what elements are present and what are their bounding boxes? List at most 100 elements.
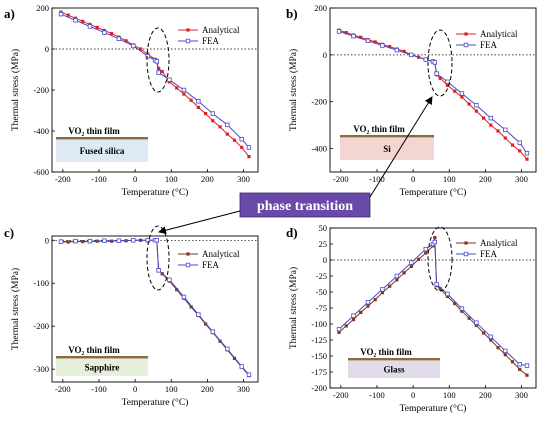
panel-letter: d) (286, 225, 298, 240)
y-tick-label: -25 (316, 271, 327, 281)
analytical-point (525, 373, 529, 377)
analytical-point (373, 40, 377, 44)
fea-point (210, 329, 216, 334)
panel-letter: a) (4, 6, 15, 21)
fea-point (423, 57, 428, 62)
legend-fea-marker (463, 251, 469, 257)
fea-point (351, 313, 356, 318)
fea-point (196, 312, 201, 317)
x-tick-label: 200 (201, 384, 214, 394)
y-tick-label: 200 (314, 3, 327, 13)
analytical-point (388, 284, 392, 288)
y-tick-label: -125 (311, 335, 327, 345)
analytical-point (409, 264, 413, 268)
x-tick-label: 300 (237, 174, 250, 184)
plot-frame (51, 235, 259, 383)
analytical-point (110, 32, 114, 36)
legend-analytical-marker (186, 28, 190, 32)
x-tick-label: -100 (369, 174, 385, 184)
analytical-point (438, 287, 442, 291)
analytical-point (453, 89, 457, 93)
analytical-point (66, 13, 70, 17)
legend-analytical-label: Analytical (202, 249, 240, 259)
fea-point (459, 91, 465, 96)
analytical-point (474, 323, 478, 327)
analytical-point (189, 305, 193, 309)
fea-point (336, 29, 342, 34)
fea-point (351, 33, 356, 39)
fea-point (87, 24, 93, 29)
fea-point (365, 38, 371, 43)
film-layer (56, 356, 148, 359)
panel-3: c) -200 -100 0 100 200 300 -300 -200 -100 0 Tempera… (4, 225, 259, 408)
analytical-point (518, 149, 522, 153)
film-layer (340, 135, 434, 138)
fea-point (488, 334, 494, 339)
x-tick-label: 0 (133, 384, 137, 394)
analytical-point (467, 316, 471, 320)
x-tick-label: 300 (515, 390, 528, 400)
x-axis-label: Temperature (°C) (122, 397, 189, 408)
analytical-point (445, 83, 450, 87)
legend-fea-marker (185, 38, 191, 44)
substrate-label: Si (383, 144, 391, 154)
analytical-point (225, 132, 229, 136)
analytical-point (240, 145, 244, 149)
y-tick-label: -100 (33, 278, 49, 288)
y-tick-label: -150 (311, 351, 327, 361)
analytical-point (460, 95, 464, 99)
analytical-point (366, 304, 370, 308)
analytical-point (510, 143, 515, 147)
analytical-point (138, 47, 143, 51)
x-tick-label: 300 (237, 384, 250, 394)
fea-point (58, 239, 64, 244)
analytical-point (218, 339, 222, 343)
fea-point (181, 294, 187, 300)
analytical-point (232, 138, 237, 142)
y-tick-label: -300 (33, 364, 49, 374)
fea-point (87, 238, 93, 244)
x-tick-label: 200 (201, 174, 214, 184)
x-tick-label: 200 (479, 174, 492, 184)
x-tick-label: 0 (411, 174, 415, 184)
film-substrate-schematic: VO₂ thin film Sapphire (56, 345, 148, 376)
fea-point (524, 151, 530, 156)
fea-point (73, 238, 78, 244)
x-tick-label: -200 (333, 174, 349, 184)
y-tick-label: 25 (319, 239, 328, 249)
y-tick-label: -400 (33, 126, 49, 136)
analytical-point (518, 367, 522, 372)
fea-point (474, 103, 479, 108)
fea-point (409, 260, 414, 265)
legend-fea-label: FEA (202, 260, 220, 270)
legend-analytical-marker (464, 32, 468, 36)
fea-point (517, 140, 522, 145)
film-label: VO₂ thin film (68, 126, 120, 136)
y-axis-label: Thermal stress (MPa) (10, 49, 21, 131)
analytical-point (203, 322, 208, 326)
y-tick-label: 50 (319, 223, 328, 233)
substrate-label: Glass (383, 365, 405, 375)
film-label: VO₂ thin film (68, 345, 120, 355)
transition-ellipse (146, 27, 170, 93)
x-tick-label: 100 (443, 390, 456, 400)
fea-point (380, 287, 385, 292)
analytical-point (81, 19, 85, 23)
x-axis-label: Temperature (°C) (122, 187, 189, 198)
x-tick-label: 100 (165, 174, 178, 184)
analytical-point (247, 155, 251, 159)
legend-fea-marker (463, 42, 469, 48)
analytical-point (66, 240, 70, 244)
legend-fea-label: FEA (480, 40, 498, 50)
analytical-point (489, 123, 493, 127)
legend-fea-label: FEA (480, 249, 498, 259)
fea-point (131, 43, 136, 49)
fea-point (524, 363, 530, 368)
analytical-point (203, 111, 208, 116)
panel-letter: b) (286, 6, 298, 21)
fea-point (459, 306, 465, 311)
